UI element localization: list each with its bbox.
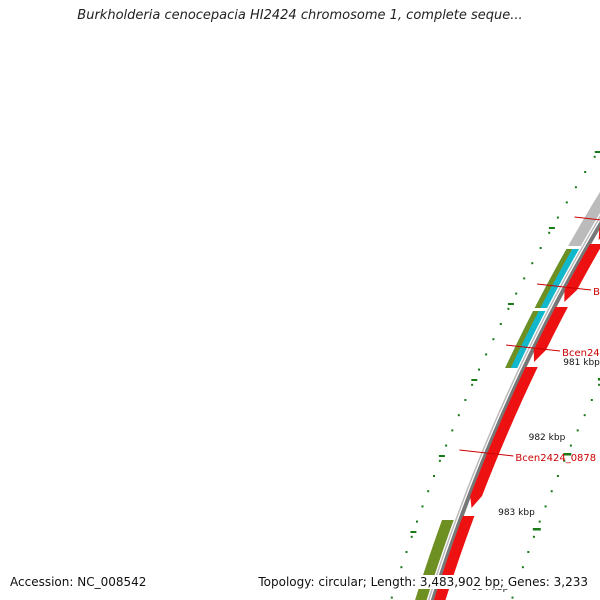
accession-text: Accession: NC_008542 xyxy=(8,575,149,589)
reverse-gene-3[interactable] xyxy=(568,178,600,246)
leader-line xyxy=(537,283,592,291)
gene-label[interactable]: Bcen2424_0876 xyxy=(593,287,600,298)
leader-line xyxy=(506,344,561,352)
major-tick xyxy=(597,378,600,381)
forward-gene-6[interactable] xyxy=(533,307,568,362)
tick-label: 982 kbp xyxy=(529,433,566,443)
gene-label[interactable]: Bcen2424_0877 xyxy=(562,348,600,359)
label-leaders xyxy=(459,216,600,457)
backbone-edge xyxy=(427,215,600,600)
forward-gene-7[interactable] xyxy=(470,367,538,508)
reverse-overlay-2[interactable] xyxy=(505,311,539,368)
leader-line xyxy=(574,216,600,221)
tick-label: 981 kbp xyxy=(563,358,600,368)
leader-line xyxy=(459,449,514,457)
gene-label[interactable]: Bcen2424_0878 xyxy=(515,453,596,464)
major-tick xyxy=(532,528,541,531)
outer-tick-dots xyxy=(390,151,600,599)
topology-text: Topology: circular; Length: 3,483,902 bp… xyxy=(256,575,590,589)
reverse-overlay-1[interactable] xyxy=(534,249,573,308)
gene-labels: Bcen2424_0872Bcen2424_0873Bcen2424_0874B… xyxy=(515,287,600,464)
map-title: Burkholderia cenocepacia HI2424 chromoso… xyxy=(77,8,523,23)
major-tick xyxy=(563,453,572,456)
tick-label: 983 kbp xyxy=(498,508,535,518)
forward-gene-5[interactable] xyxy=(564,244,600,302)
backbone-line xyxy=(430,220,600,600)
